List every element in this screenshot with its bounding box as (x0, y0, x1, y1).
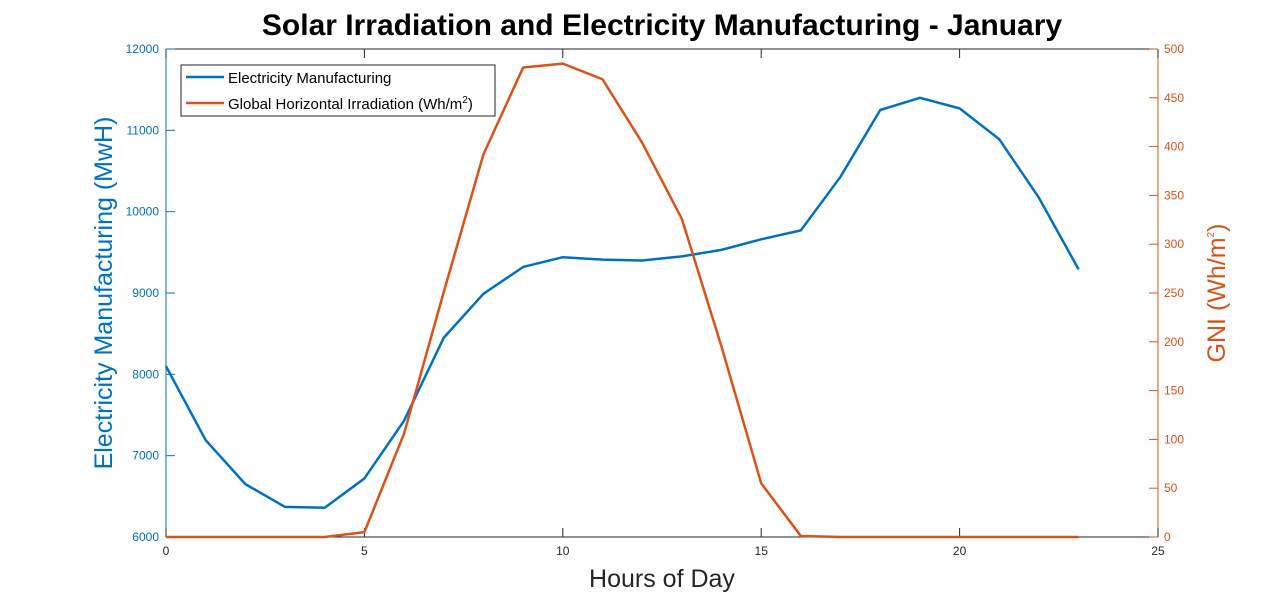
y-left-tick-label: 8000 (132, 367, 159, 381)
legend-label-ghi: Global Horizontal Irradiation (Wh/m2) (228, 95, 473, 113)
axes: 0 5 10 15 20 25 6000 7000 8000 9000 10000 11000 1200… (126, 42, 1185, 558)
series-line-electricity (164, 96, 1080, 509)
y-axis-label-right: GNI (Wh/m2) (1203, 224, 1231, 363)
x-tick-label: 0 (163, 544, 170, 558)
y-right-tick-label: 400 (1164, 140, 1184, 154)
y-right-tick-label: 50 (1164, 481, 1178, 495)
y-right-tick-label: 200 (1164, 335, 1184, 349)
y-left-tick-label: 11000 (127, 123, 160, 137)
y-left-tick-label: 9000 (132, 286, 159, 300)
y-left-tick-label: 6000 (132, 530, 159, 544)
x-axis-label: Hours of Day (589, 565, 735, 593)
y-axis-label-left: Electricity Manufacturing (MwH) (90, 117, 118, 470)
chart-title: Solar Irradiation and Electricity Manufa… (262, 9, 1063, 42)
legend: Electricity Manufacturing Global Horizon… (180, 64, 496, 117)
x-tick-label: 15 (755, 544, 769, 558)
legend-label-electricity: Electricity Manufacturing (228, 70, 391, 87)
x-tick-label: 5 (361, 544, 368, 558)
y-left-tick-label: 7000 (132, 449, 159, 463)
y-right-tick-label: 350 (1164, 188, 1184, 202)
x-tick-label: 10 (556, 544, 570, 558)
series-layer (164, 62, 1080, 539)
y-right-tick-label: 450 (1164, 91, 1184, 105)
legend-box (180, 64, 496, 117)
y-right-tick-label: 150 (1164, 384, 1184, 398)
x-tick-label: 20 (953, 544, 967, 558)
y-right-tick-label: 100 (1164, 432, 1184, 446)
series-line-ghi (166, 62, 1079, 539)
y-right-tick-label: 500 (1164, 42, 1184, 56)
y-right-tick-label: 0 (1164, 530, 1171, 544)
y-right-tick-label: 250 (1164, 286, 1184, 300)
y-right-tick-label: 300 (1164, 237, 1184, 251)
y-left-tick-label: 12000 (126, 42, 160, 56)
x-tick-label: 25 (1151, 544, 1165, 558)
y-left-tick-label: 10000 (126, 205, 160, 219)
